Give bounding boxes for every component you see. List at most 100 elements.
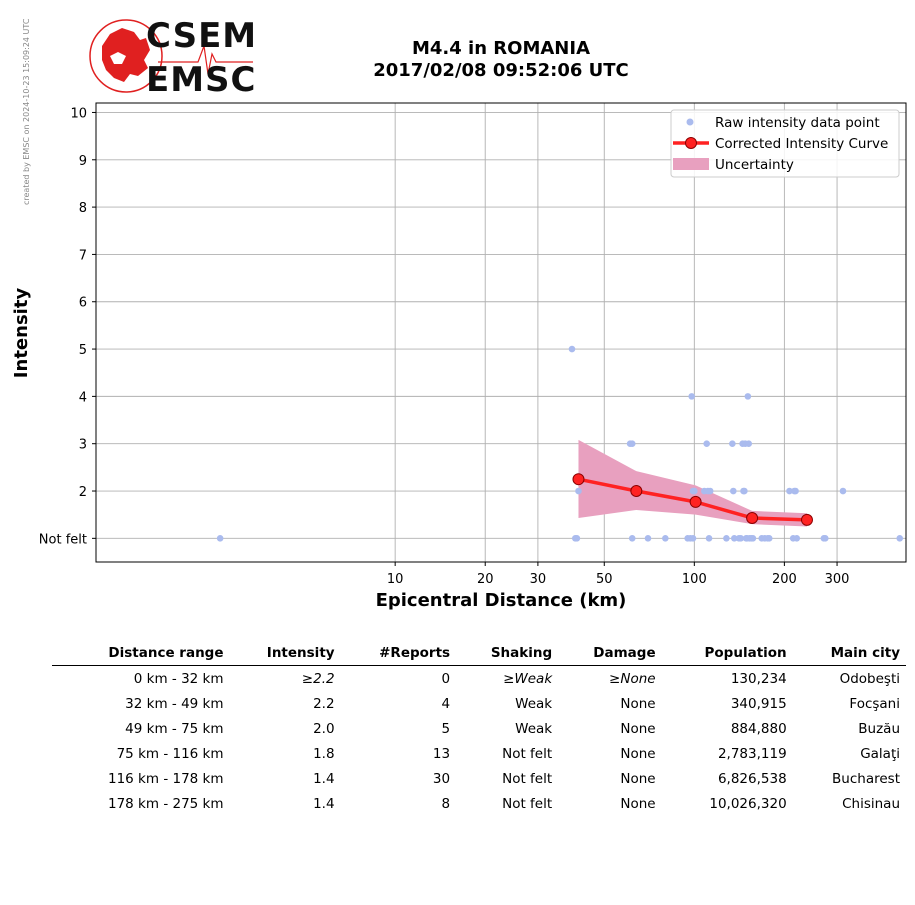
col-population: Population	[661, 641, 793, 666]
cell-distance: 178 km - 275 km	[108, 795, 224, 812]
table-header-row: Distance range Intensity #Reports Shakin…	[52, 641, 906, 666]
cell-intensity: ≥2.2	[301, 670, 335, 687]
raw-data-point	[737, 535, 745, 542]
x-tick-label: 300	[825, 572, 850, 587]
col-distance-range: Distance range	[52, 641, 230, 666]
y-tick-label: 3	[79, 438, 87, 453]
csem-emsc-logo: CSEM EMSC	[88, 16, 258, 100]
cell-damage: None	[620, 720, 656, 737]
cell-shaking: Weak	[515, 695, 553, 712]
raw-data-point	[765, 535, 773, 542]
cell-damage: None	[620, 795, 656, 812]
logo-text-csem: CSEM	[146, 16, 258, 56]
x-tick-label: 200	[772, 572, 797, 587]
y-tick-label: Not felt	[39, 532, 87, 547]
raw-data-point	[793, 535, 801, 542]
raw-data-point	[786, 487, 793, 495]
intensity-distance-chart: 10 20 30 50 100 200 300 Not felt 2 3 4 5 6 7 8 9 10 Epic…	[11, 102, 907, 611]
y-tick-label: 5	[79, 343, 87, 358]
cell-distance: 116 km - 178 km	[108, 770, 224, 787]
raw-data-point	[839, 487, 847, 495]
cell-distance: 0 km - 32 km	[133, 670, 224, 687]
table-row: 49 km - 75 km 2.0 5 Weak None 884,880 Bu…	[52, 716, 906, 741]
raw-data-point	[662, 535, 669, 542]
col-shaking: Shaking	[456, 641, 559, 666]
x-tick-label: 10	[387, 572, 404, 587]
x-tick-label: 20	[477, 572, 494, 587]
raw-data-point	[628, 440, 636, 448]
cell-city: Buzău	[858, 720, 900, 737]
raw-data-point	[729, 440, 736, 448]
raw-data-point	[628, 535, 636, 542]
cell-population: 2,783,119	[717, 745, 787, 762]
y-tick-label: 8	[79, 201, 87, 216]
raw-data-point	[792, 487, 799, 495]
plot-frame	[95, 102, 907, 563]
raw-data-point	[749, 535, 757, 542]
cell-shaking: Not felt	[502, 770, 553, 787]
uncertainty-band	[578, 439, 807, 527]
legend-curve-marker	[685, 137, 697, 149]
raw-data-point	[744, 393, 752, 400]
legend-raw-marker	[686, 118, 694, 126]
cell-reports: 0	[441, 670, 451, 687]
col-intensity: Intensity	[229, 641, 341, 666]
y-tick-label: 6	[79, 296, 87, 311]
globe-logo-icon	[89, 19, 253, 93]
cell-population: 130,234	[730, 670, 787, 687]
logo-text-emsc: EMSC	[146, 60, 257, 100]
chart-title: M4.4 in ROMANIA 2017/02/08 09:52:06 UTC	[300, 38, 702, 82]
raw-data-point	[703, 440, 711, 448]
cell-population: 884,880	[730, 720, 787, 737]
curve-point	[572, 473, 585, 486]
cell-city: Galaţi	[860, 745, 900, 762]
cell-city: Odobeşti	[839, 670, 900, 687]
table-row: 178 km - 275 km 1.4 8 Not felt None 10,0…	[52, 791, 906, 816]
legend-raw-label: Raw intensity data point	[715, 115, 880, 131]
y-axis-label: Intensity	[11, 288, 32, 379]
cell-damage: ≥None	[609, 670, 656, 687]
cell-damage: None	[620, 745, 656, 762]
cell-reports: 30	[432, 770, 451, 787]
cell-distance: 49 km - 75 km	[125, 720, 224, 737]
raw-data-point	[730, 487, 737, 495]
legend-uncertainty-label: Uncertainty	[715, 157, 794, 173]
cell-shaking: ≥Weak	[503, 670, 553, 687]
title-datetime: 2017/02/08 09:52:06 UTC	[373, 60, 629, 81]
legend: Raw intensity data point Corrected Inten…	[670, 109, 900, 178]
cell-reports: 8	[441, 795, 451, 812]
curve-point	[800, 513, 813, 526]
y-tick-label: 10	[70, 106, 87, 121]
curve-point	[630, 485, 643, 498]
cell-city: Bucharest	[832, 770, 900, 787]
raw-data-point	[706, 487, 714, 495]
cell-shaking: Weak	[515, 720, 553, 737]
col-damage: Damage	[558, 641, 662, 666]
col-main-city: Main city	[792, 641, 906, 666]
curve-point	[689, 495, 702, 508]
cell-damage: None	[620, 770, 656, 787]
intensity-curve	[572, 473, 813, 526]
axis-ticks: 10 20 30 50 100 200 300 Not felt 2 3 4 5 6 7 8 9 10	[39, 106, 850, 587]
cell-population: 340,915	[730, 695, 787, 712]
x-tick-label: 30	[530, 572, 547, 587]
raw-data-point	[821, 535, 829, 542]
cell-damage: None	[620, 695, 656, 712]
raw-data-point	[689, 535, 697, 542]
curve-point	[746, 511, 759, 524]
raw-data-point	[723, 535, 730, 542]
table-row: 0 km - 32 km ≥2.2 0 ≥Weak ≥None 130,234 …	[52, 666, 906, 692]
cell-reports: 13	[432, 745, 451, 762]
y-tick-label: 9	[79, 154, 87, 169]
raw-data-point	[216, 535, 224, 542]
cell-distance: 32 km - 49 km	[125, 695, 224, 712]
title-event: M4.4 in ROMANIA	[411, 38, 590, 59]
col-reports: #Reports	[340, 641, 457, 666]
raw-data-point	[896, 535, 904, 542]
legend-box	[670, 109, 900, 178]
raw-data-point	[705, 535, 713, 542]
table-row: 32 km - 49 km 2.2 4 Weak None 340,915 Fo…	[52, 691, 906, 716]
raw-data-point	[741, 487, 748, 495]
cell-intensity: 2.0	[313, 720, 335, 737]
x-tick-label: 50	[596, 572, 613, 587]
